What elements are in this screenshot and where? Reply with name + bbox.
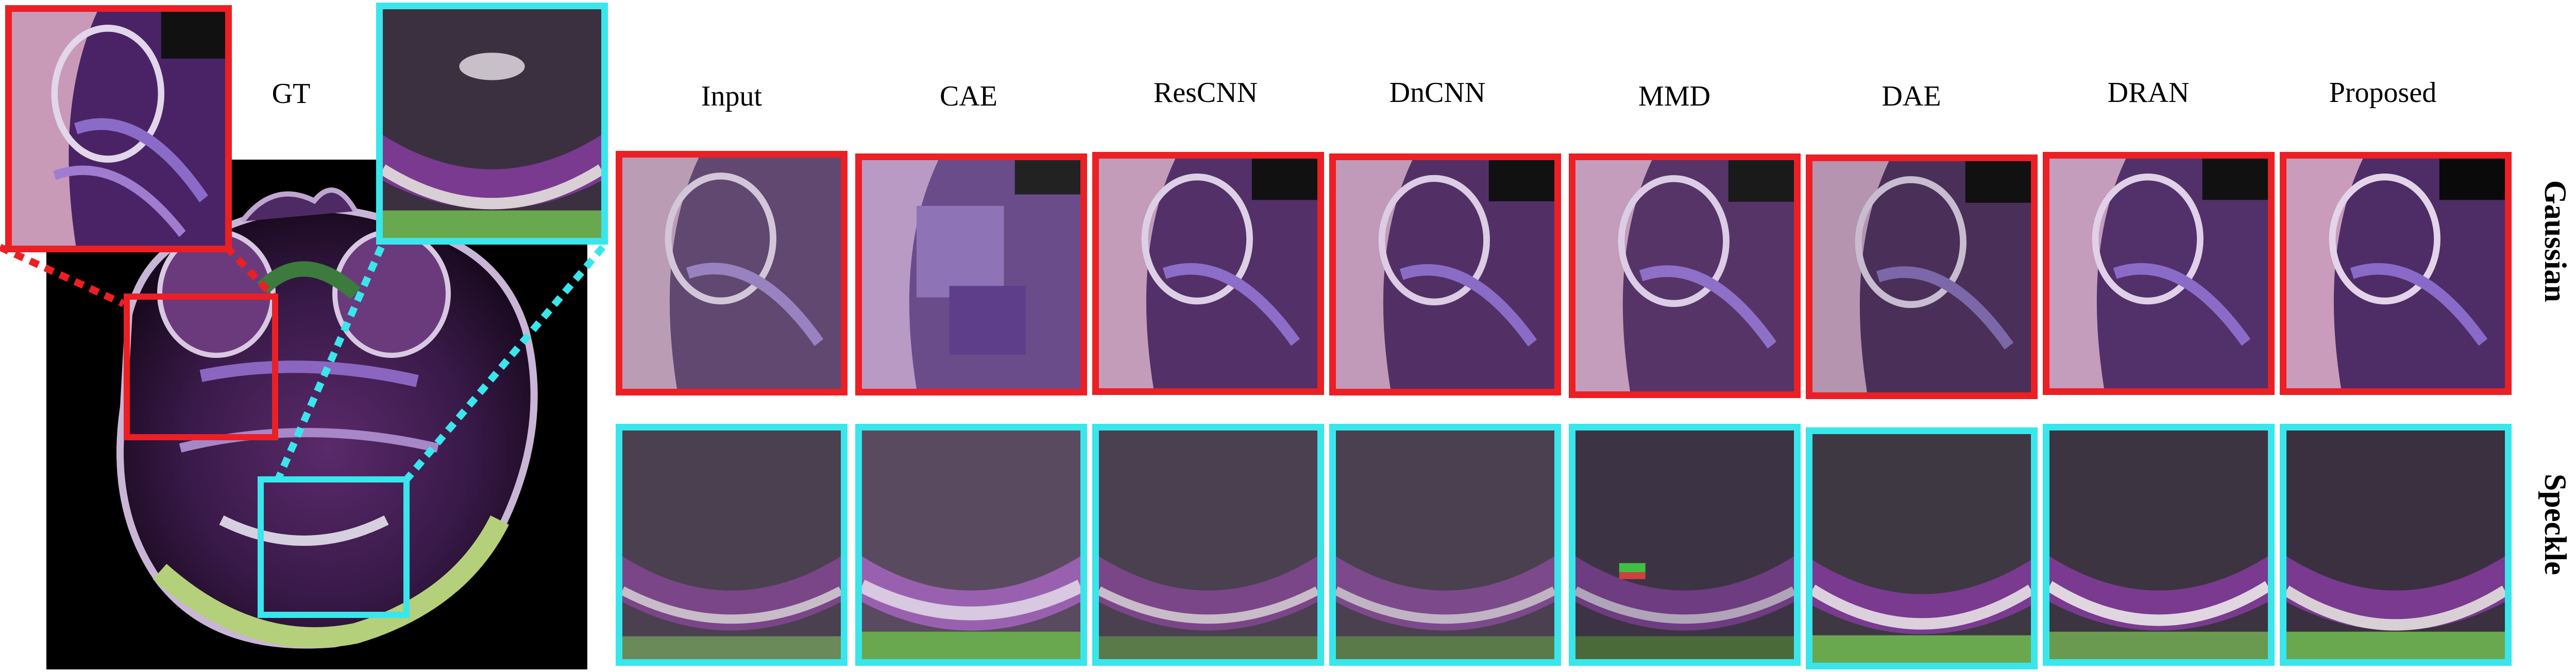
speckle-dae-image — [1812, 434, 2031, 663]
speckle-mmd-image — [1575, 430, 1794, 659]
column-header-dae: DAE — [1882, 80, 1941, 112]
column-header-proposed: Proposed — [2329, 77, 2437, 109]
gaussian-rescnn-panel — [1092, 152, 1324, 395]
gaussian-dran-image — [2049, 159, 2268, 388]
row-label-gaussian: Gaussian — [2538, 180, 2572, 302]
gaussian-dncnn-panel — [1329, 153, 1561, 395]
speckle-cae-image — [862, 430, 1080, 659]
gaussian-dae-panel — [1806, 154, 2038, 399]
gaussian-cae-panel — [855, 153, 1087, 395]
zoom-connector-lines — [0, 244, 606, 481]
gaussian-input-panel — [616, 151, 848, 395]
gt-label: GT — [272, 78, 311, 110]
gaussian-dae-image — [1812, 161, 2031, 392]
gaussian-dncnn-image — [1336, 160, 1554, 389]
column-header-dran: DRAN — [2107, 77, 2190, 109]
speckle-rescnn-panel — [1092, 424, 1324, 666]
red-zoom-image — [12, 12, 225, 246]
speckle-rescnn-image — [1099, 430, 1317, 659]
speckle-input-panel — [616, 424, 848, 666]
cyan-region-box — [258, 476, 410, 618]
cyan-zoom-inset — [376, 3, 608, 245]
gaussian-mmd-image — [1575, 160, 1794, 391]
speckle-dran-panel — [2043, 424, 2275, 666]
column-header-cae: CAE — [940, 80, 997, 112]
gaussian-cae-image — [862, 160, 1080, 389]
row-label-speckle: Speckle — [2538, 474, 2572, 575]
gaussian-input-image — [622, 158, 841, 389]
speckle-dncnn-image — [1336, 430, 1554, 659]
speckle-mmd-panel — [1569, 424, 1801, 666]
red-zoom-inset — [5, 5, 232, 252]
gaussian-mmd-panel — [1569, 153, 1801, 398]
gaussian-dran-panel — [2043, 152, 2275, 395]
red-region-box — [124, 294, 278, 440]
column-header-rescnn: ResCNN — [1153, 77, 1258, 109]
column-header-mmd: MMD — [1638, 80, 1711, 112]
speckle-dncnn-panel — [1329, 424, 1561, 666]
gaussian-proposed-panel — [2280, 152, 2512, 395]
speckle-cae-panel — [855, 424, 1087, 666]
speckle-dae-panel — [1806, 427, 2038, 669]
gaussian-rescnn-image — [1099, 159, 1317, 388]
speckle-dran-image — [2049, 430, 2268, 659]
column-header-input: Input — [701, 80, 762, 112]
speckle-input-image — [622, 430, 841, 659]
speckle-proposed-image — [2286, 430, 2505, 659]
column-header-dncnn: DnCNN — [1389, 77, 1486, 109]
gaussian-proposed-image — [2286, 159, 2505, 388]
cyan-zoom-image — [383, 9, 601, 238]
speckle-proposed-panel — [2280, 424, 2512, 666]
